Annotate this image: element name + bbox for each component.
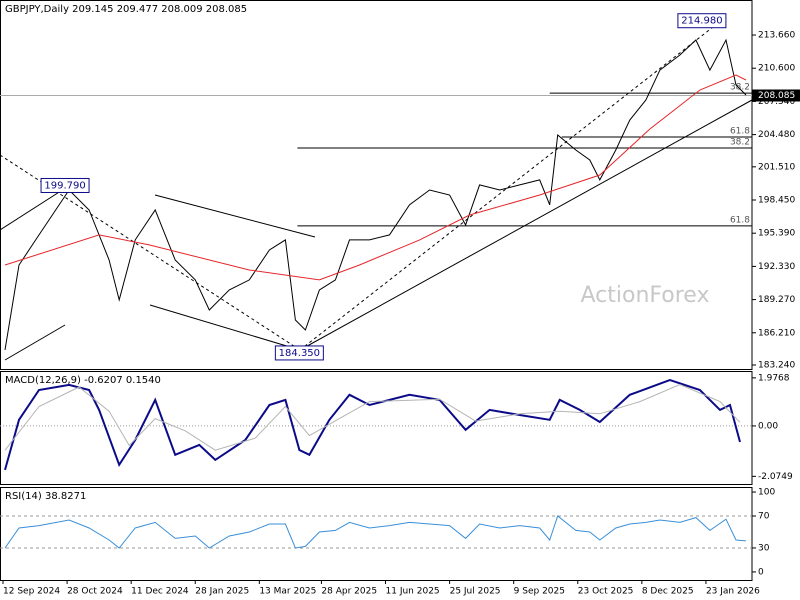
- y-tick-label: 0.00: [758, 421, 778, 431]
- y-tick-label: 192.330: [758, 262, 795, 272]
- panel-title: MACD(12,26,9) -0.6207 0.1540: [5, 375, 161, 386]
- trendline: [299, 99, 753, 351]
- annotation-box: [40, 177, 90, 193]
- y-tick-label: 100: [758, 488, 775, 498]
- trendline: [4, 324, 66, 361]
- y-tick-label: 186.210: [758, 328, 795, 338]
- series-line: [4, 515, 747, 549]
- panel-frame: [0, 0, 753, 370]
- x-tick-label: 11 Jun 2025: [386, 587, 440, 597]
- annotation-label: 214.980: [681, 16, 722, 27]
- series-line: [4, 378, 741, 471]
- trendlines: [0, 19, 753, 361]
- y-tick-label: 1.9768: [758, 373, 790, 383]
- x-tick-label: 28 Oct 2024: [67, 587, 123, 597]
- fib-label: 38.2: [730, 83, 750, 93]
- fib-label: 61.8: [730, 215, 750, 225]
- y-tick-label: 195.390: [758, 229, 795, 239]
- annotation-label: 184.350: [279, 348, 320, 359]
- last-price-label: 208.085: [758, 91, 795, 101]
- trendline: [299, 19, 723, 351]
- x-tick-label: 8 Dec 2025: [642, 587, 694, 597]
- last-price-box: [752, 89, 800, 102]
- x-tick-label: 23 Jan 2026: [706, 587, 760, 597]
- y-tick-label: 201.510: [758, 162, 795, 172]
- panel-frame: [0, 487, 753, 581]
- y-tick-label: 213.660: [758, 31, 795, 41]
- y-tick-label: 30: [758, 543, 770, 553]
- x-tick-label: 23 Oct 2025: [578, 587, 634, 597]
- y-tick-label: 198.450: [758, 196, 795, 206]
- trendline: [154, 194, 316, 238]
- fib-label: 38.2: [730, 138, 750, 148]
- x-tick-label: 28 Apr 2025: [321, 587, 377, 597]
- series-line: [4, 38, 747, 350]
- y-tick-label: 210.600: [758, 64, 795, 74]
- x-tick-label: 11 Dec 2024: [131, 587, 189, 597]
- fib-label: 61.8: [730, 126, 750, 136]
- y-tick-label: -2.0749: [758, 472, 793, 482]
- series-line: [4, 384, 741, 451]
- annotation-box: [274, 345, 324, 361]
- y-tick-label: 0: [758, 567, 764, 577]
- x-tick-label: 12 Sep 2024: [3, 587, 60, 597]
- x-tick-label: 9 Sep 2025: [514, 587, 565, 597]
- panel-title: GBPJPY,Daily 209.145 209.477 208.009 208…: [5, 4, 247, 15]
- x-tick-label: 25 Jul 2025: [450, 587, 501, 597]
- x-tick-label: 28 Jan 2025: [195, 587, 249, 597]
- x-tick-label: 13 Mar 2025: [259, 587, 316, 597]
- y-tick-label: 207.540: [758, 97, 795, 107]
- watermark: ActionForex: [581, 283, 710, 308]
- y-tick-label: 70: [758, 512, 770, 522]
- y-tick-label: 183.240: [758, 360, 795, 370]
- y-tick-label: 204.480: [758, 130, 795, 140]
- annotation-label: 199.790: [44, 180, 85, 191]
- panel-title: RSI(14) 38.8271: [5, 491, 86, 502]
- series-line: [4, 74, 747, 281]
- trendline: [149, 304, 301, 351]
- annotation-box: [677, 13, 727, 29]
- panel-frame: [0, 371, 753, 485]
- y-tick-label: 189.270: [758, 295, 795, 305]
